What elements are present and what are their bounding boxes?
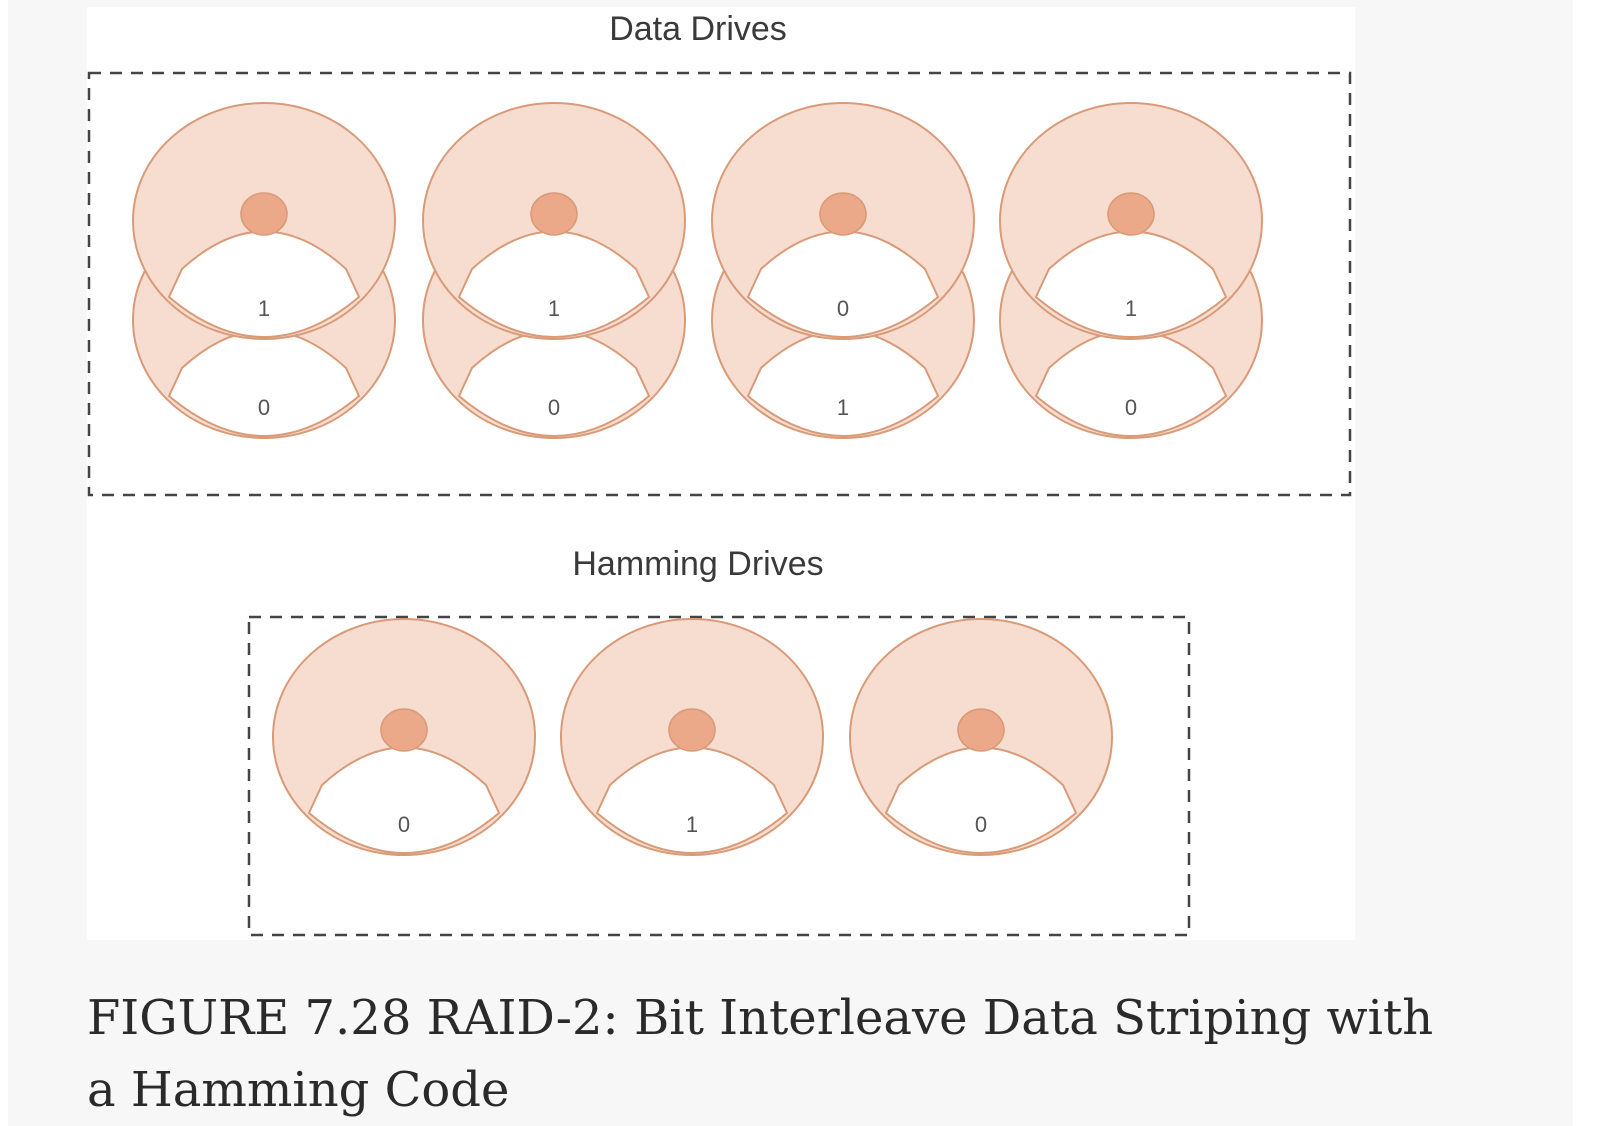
data-window — [595, 746, 789, 854]
bit-value: 0 — [975, 812, 987, 837]
hamming-drive: 1 — [560, 618, 824, 856]
bit-value: 1 — [548, 296, 560, 321]
figure-caption: FIGURE 7.28 RAID-2: Bit Interleave Data … — [87, 990, 1434, 1118]
data-drives-box — [87, 71, 1352, 497]
bit-value: 0 — [837, 296, 849, 321]
hamming-drives-label: Hamming Drives — [572, 545, 823, 583]
hamming-drives-box — [247, 615, 1191, 937]
hamming-drives-group: 0 1 0 — [272, 618, 1113, 856]
top-platter: 1 — [422, 102, 686, 340]
top-platter: 1 — [132, 102, 396, 340]
data-window — [307, 746, 501, 854]
hamming-drive: 0 — [849, 618, 1113, 856]
bit-value: 1 — [1125, 296, 1137, 321]
hamming-drive: 0 — [272, 618, 536, 856]
data-drive: 01 — [999, 102, 1263, 439]
data-window — [1034, 230, 1228, 338]
top-platter: 0 — [711, 102, 975, 340]
data-window — [457, 230, 651, 338]
bit-value: 0 — [258, 395, 270, 420]
bit-value: 0 — [1125, 395, 1137, 420]
data-drives-label: Data Drives — [609, 10, 787, 48]
hamming-platter: 0 — [272, 618, 536, 856]
bit-value: 0 — [548, 395, 560, 420]
top-platter: 1 — [999, 102, 1263, 340]
spindle-hub — [957, 708, 1005, 752]
spindle-hub — [380, 708, 428, 752]
data-window — [167, 230, 361, 338]
spindle-hub — [530, 192, 578, 236]
spindle-hub — [668, 708, 716, 752]
bit-value: 1 — [686, 812, 698, 837]
spindle-hub — [819, 192, 867, 236]
hamming-platter: 0 — [849, 618, 1113, 856]
data-drive: 01 — [422, 102, 686, 439]
spindle-hub — [240, 192, 288, 236]
bit-value: 1 — [258, 296, 270, 321]
bit-value: 1 — [837, 395, 849, 420]
data-drive: 01 — [132, 102, 396, 439]
spindle-hub — [1107, 192, 1155, 236]
data-window — [884, 746, 1078, 854]
hamming-platter: 1 — [560, 618, 824, 856]
data-drive: 10 — [711, 102, 975, 439]
data-window — [746, 230, 940, 338]
bit-value: 0 — [398, 812, 410, 837]
